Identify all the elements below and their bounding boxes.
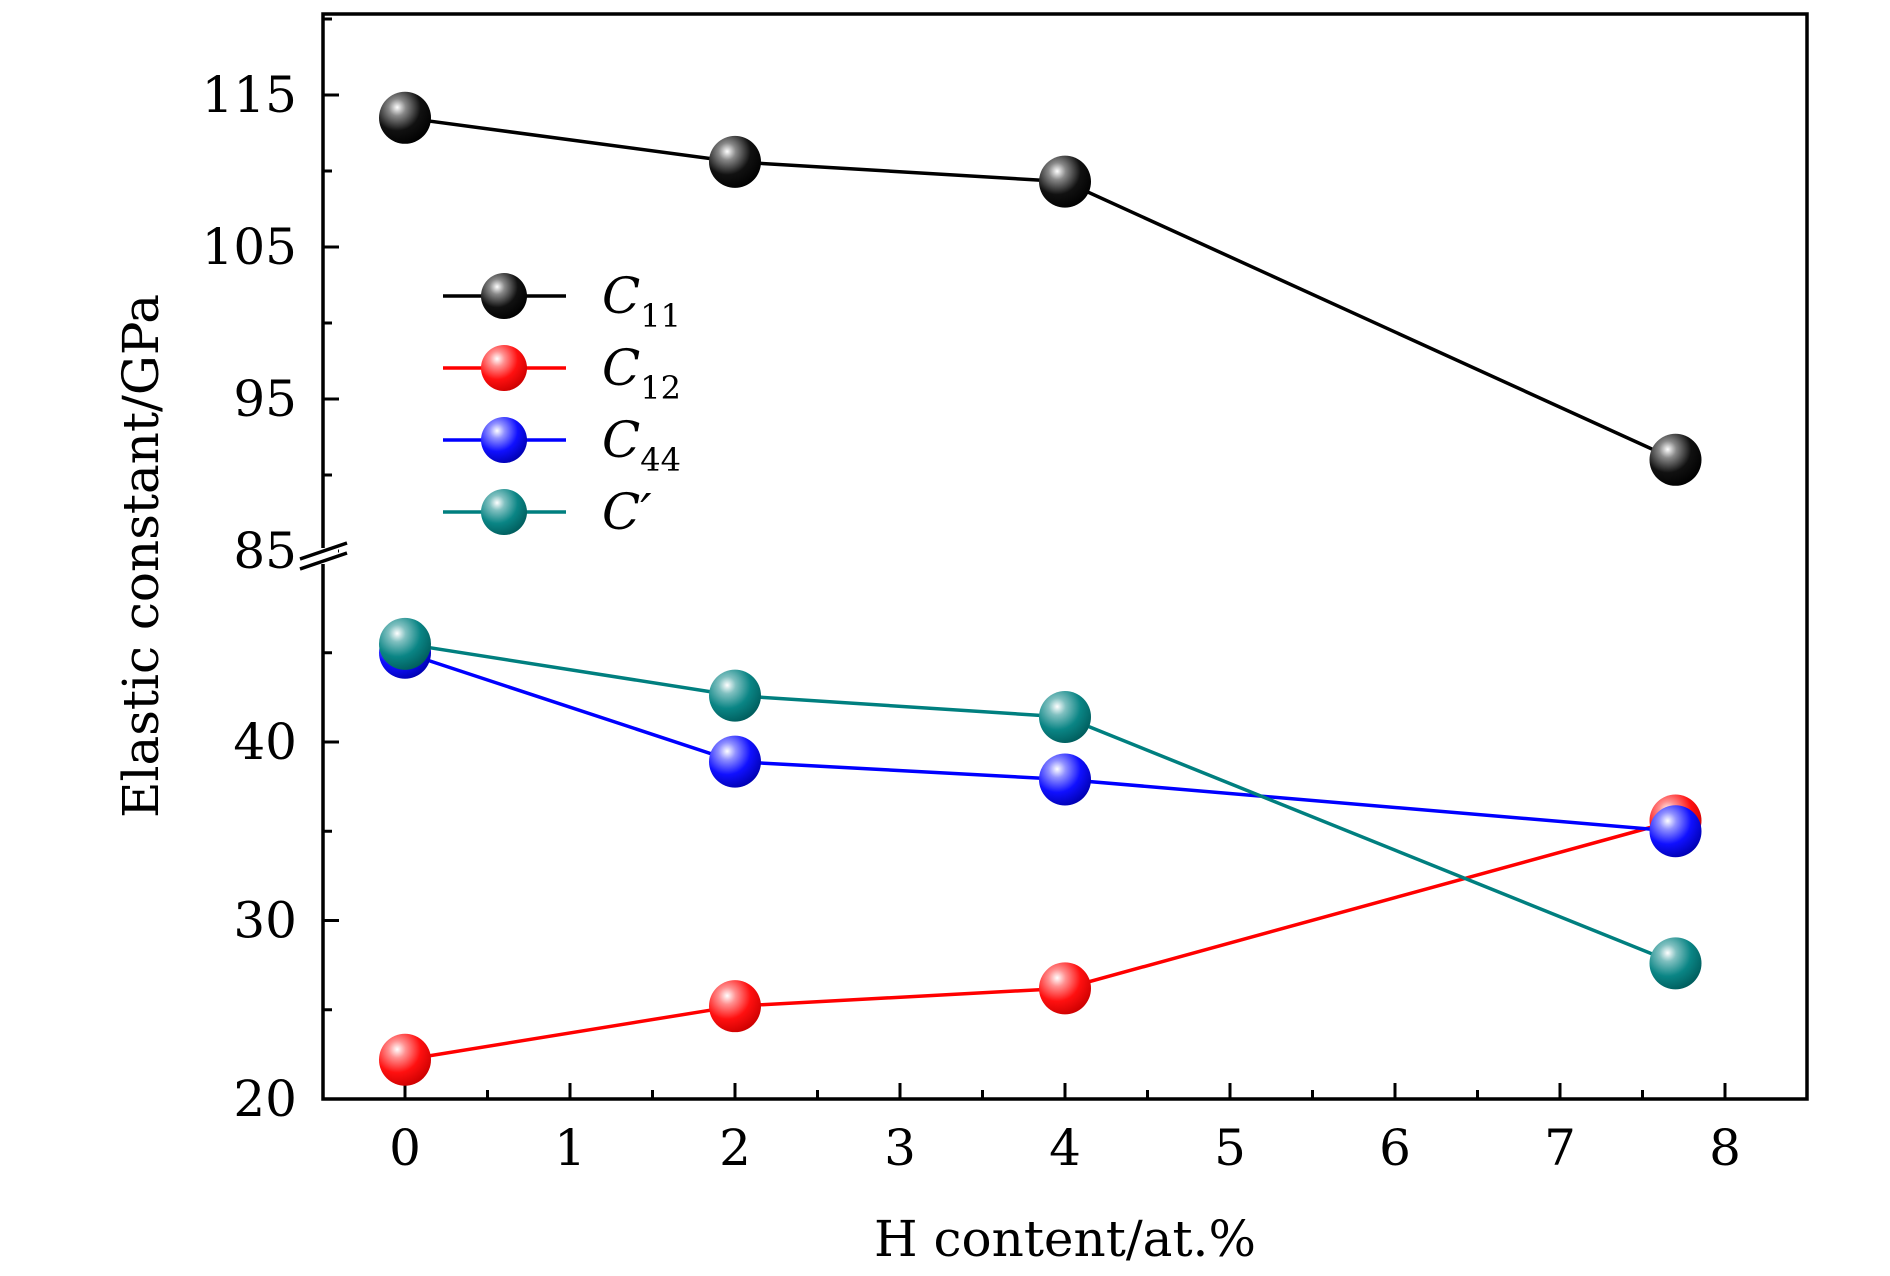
data-point [379, 617, 431, 670]
y-tick-label: 115 [202, 66, 297, 124]
series-C12 [379, 794, 1702, 1086]
legend-item: C11 [443, 267, 681, 335]
x-axis-ticks: 0 1 2 3 4 5 6 7 8 [389, 1083, 1741, 1177]
legend-marker [481, 489, 527, 535]
legend-marker [481, 345, 527, 391]
legend-item: C12 [443, 339, 681, 407]
legend-label: C12 [602, 339, 681, 407]
data-point [1039, 753, 1091, 806]
x-tick-label: 8 [1709, 1119, 1741, 1177]
data-point [1649, 805, 1702, 858]
x-tick-label: 2 [719, 1119, 751, 1177]
legend-marker [481, 417, 527, 463]
y-tick-label: 20 [233, 1070, 297, 1128]
y-tick-label: 95 [233, 370, 297, 428]
legend-label: C44 [602, 411, 681, 479]
y-tick-label: 40 [233, 713, 297, 771]
x-tick-label: 7 [1544, 1119, 1576, 1177]
x-tick-label: 5 [1214, 1119, 1246, 1177]
legend-marker [481, 273, 527, 319]
x-tick-label: 6 [1379, 1119, 1411, 1177]
legend-subscript: 11 [640, 297, 681, 335]
data-point [1649, 433, 1702, 486]
series-line [404, 642, 1677, 965]
legend-subscript: 44 [640, 441, 681, 479]
legend-item: C′ [443, 483, 652, 541]
data-point [1039, 155, 1091, 208]
data-point [709, 669, 761, 722]
data-point [379, 1033, 431, 1086]
y-axis-ticks: 20 30 40 85 95 105 115 [202, 17, 339, 1128]
legend-subscript: 12 [640, 369, 681, 407]
data-point [709, 735, 761, 788]
data-point [1649, 937, 1702, 990]
x-tick-label: 3 [884, 1119, 916, 1177]
y-axis-break-mark [299, 541, 348, 571]
y-tick-label: 105 [202, 218, 297, 276]
series-line [404, 651, 1676, 833]
series-C11 [379, 91, 1702, 486]
x-tick-label: 4 [1049, 1119, 1081, 1177]
y-axis-title: Elastic constant/GPa [112, 294, 170, 818]
series-layer [379, 91, 1702, 1086]
legend-item: C44 [443, 411, 681, 479]
x-axis-title: H content/at.% [874, 1210, 1256, 1268]
y-tick-label: 85 [233, 522, 297, 580]
data-point [1039, 691, 1091, 744]
data-point [709, 135, 761, 188]
series-line [404, 116, 1677, 462]
series-Cprime [379, 617, 1702, 990]
series-C44 [379, 626, 1702, 858]
x-tick-label: 0 [389, 1119, 421, 1177]
series-line [404, 818, 1676, 1062]
x-tick-label: 1 [554, 1119, 586, 1177]
y-tick-label: 30 [233, 892, 297, 950]
data-point [1039, 962, 1091, 1015]
legend-label: C11 [602, 267, 681, 335]
data-point [379, 91, 431, 144]
data-point [709, 980, 761, 1033]
legend-label: C′ [602, 483, 652, 541]
